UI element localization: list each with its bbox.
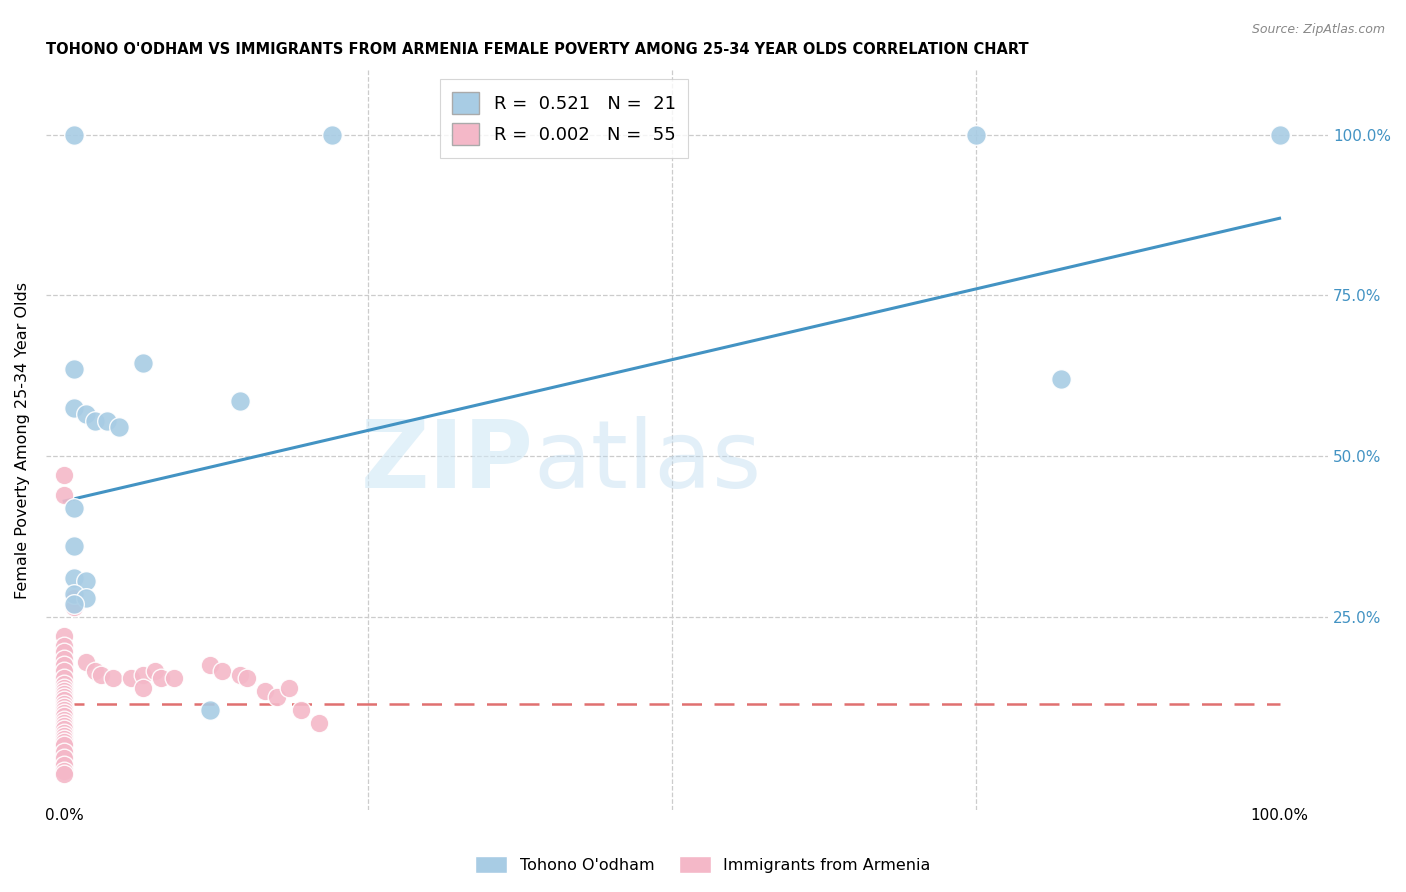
Point	[308, 715, 330, 730]
Point	[143, 665, 166, 679]
Point	[53, 629, 76, 643]
Point	[63, 500, 86, 515]
Point	[53, 693, 76, 707]
Point	[53, 639, 76, 653]
Point	[266, 690, 288, 705]
Point	[53, 723, 76, 737]
Point	[278, 681, 301, 695]
Point	[53, 468, 76, 483]
Point	[132, 356, 155, 370]
Point	[83, 414, 105, 428]
Point	[290, 703, 312, 717]
Point	[101, 671, 124, 685]
Point	[63, 587, 86, 601]
Point	[53, 715, 76, 730]
Point	[53, 751, 76, 765]
Point	[83, 665, 105, 679]
Point	[53, 719, 76, 733]
Point	[53, 488, 76, 502]
Point	[211, 665, 233, 679]
Point	[63, 539, 86, 553]
Text: 100.0%: 100.0%	[1250, 808, 1309, 823]
Point	[53, 687, 76, 701]
Point	[53, 651, 76, 665]
Point	[53, 703, 76, 717]
Point	[53, 645, 76, 659]
Point	[229, 667, 252, 681]
Point	[53, 735, 76, 749]
Point	[132, 681, 155, 695]
Point	[53, 683, 76, 698]
Point	[75, 655, 97, 669]
Point	[53, 697, 76, 711]
Legend: Tohono O'odham, Immigrants from Armenia: Tohono O'odham, Immigrants from Armenia	[470, 849, 936, 880]
Point	[53, 767, 76, 781]
Point	[53, 757, 76, 772]
Point	[53, 706, 76, 721]
Point	[321, 128, 343, 142]
Text: TOHONO O'ODHAM VS IMMIGRANTS FROM ARMENIA FEMALE POVERTY AMONG 25-34 YEAR OLDS C: TOHONO O'ODHAM VS IMMIGRANTS FROM ARMENI…	[46, 42, 1029, 57]
Point	[63, 128, 86, 142]
Point	[198, 703, 221, 717]
Point	[198, 658, 221, 673]
Point	[53, 665, 76, 679]
Point	[75, 574, 97, 589]
Point	[53, 671, 76, 685]
Point	[96, 414, 118, 428]
Point	[63, 600, 86, 615]
Point	[53, 739, 76, 753]
Point	[1268, 128, 1291, 142]
Point	[108, 420, 131, 434]
Point	[253, 683, 276, 698]
Point	[150, 671, 173, 685]
Point	[229, 394, 252, 409]
Point	[63, 401, 86, 415]
Legend: R =  0.521   N =  21, R =  0.002   N =  55: R = 0.521 N = 21, R = 0.002 N = 55	[440, 79, 689, 158]
Point	[53, 658, 76, 673]
Text: 0.0%: 0.0%	[45, 808, 83, 823]
Point	[63, 597, 86, 611]
Point	[53, 677, 76, 691]
Point	[63, 362, 86, 376]
Point	[1049, 372, 1071, 386]
Point	[53, 745, 76, 759]
Point	[53, 731, 76, 746]
Point	[63, 591, 86, 605]
Point	[162, 671, 184, 685]
Point	[53, 729, 76, 743]
Point	[90, 667, 112, 681]
Text: Source: ZipAtlas.com: Source: ZipAtlas.com	[1251, 23, 1385, 37]
Point	[53, 699, 76, 714]
Point	[53, 725, 76, 739]
Text: atlas: atlas	[533, 417, 762, 508]
Point	[120, 671, 142, 685]
Point	[53, 713, 76, 727]
Point	[53, 690, 76, 705]
Point	[235, 671, 257, 685]
Point	[53, 681, 76, 695]
Point	[53, 764, 76, 778]
Y-axis label: Female Poverty Among 25-34 Year Olds: Female Poverty Among 25-34 Year Olds	[15, 282, 30, 599]
Point	[965, 128, 987, 142]
Point	[75, 408, 97, 422]
Point	[63, 571, 86, 585]
Point	[53, 709, 76, 723]
Point	[132, 667, 155, 681]
Point	[75, 591, 97, 605]
Text: ZIP: ZIP	[360, 417, 533, 508]
